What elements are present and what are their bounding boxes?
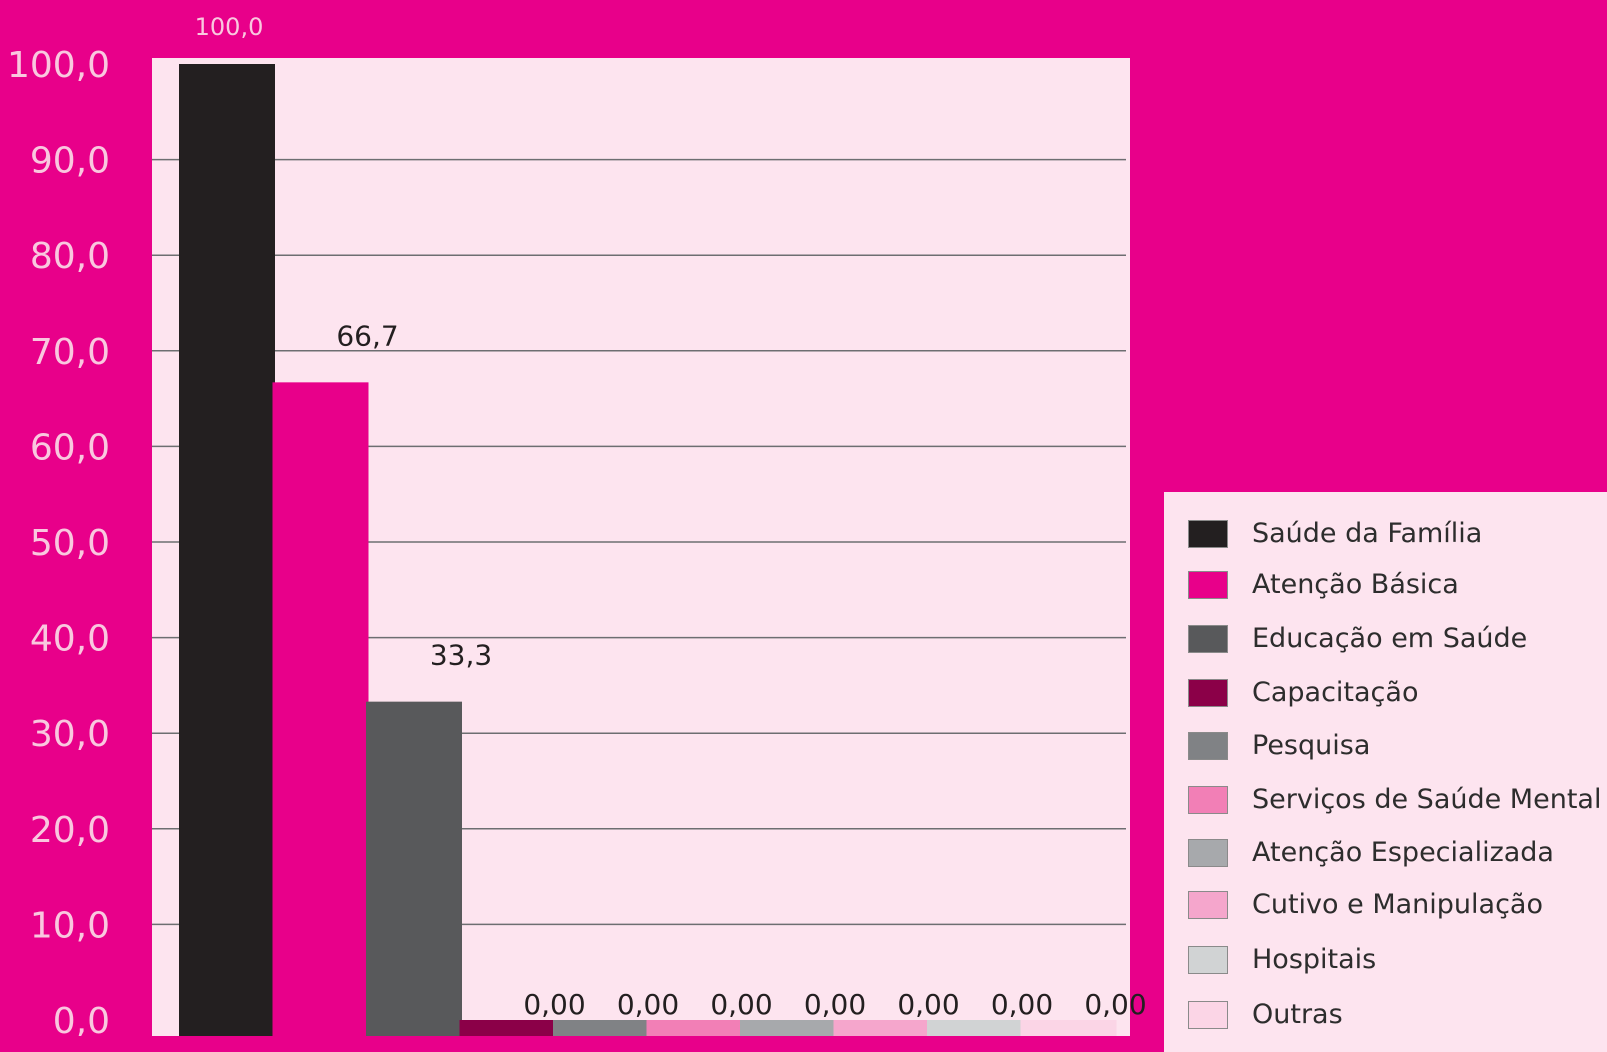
legend: Saúde da Família Atenção Básica Educação e… — [1164, 492, 1607, 1052]
value-label-7: 0,00 — [804, 988, 866, 1021]
legend-label: Atenção Especializada — [1252, 837, 1554, 868]
value-label-5: 0,00 — [617, 988, 679, 1021]
bar-3 — [366, 701, 462, 1040]
legend-swatch — [1188, 571, 1228, 599]
legend-label: Educação em Saúde — [1252, 623, 1528, 654]
bar-6 — [646, 1020, 743, 1040]
value-label-3: 33,3 — [430, 639, 492, 672]
legend-swatch — [1188, 520, 1228, 548]
legend-label: Atenção Básica — [1252, 569, 1459, 600]
value-label-1: 100,0 — [195, 13, 264, 41]
data-labels: 100,0 66,7 33,3 0,00 0,00 0,00 0,00 0,00 0,00 0,0… — [195, 13, 1147, 1021]
legend-label: Serviços de Saúde Mental — [1252, 784, 1602, 815]
bars — [179, 64, 1117, 1040]
legend-label: Pesquisa — [1252, 730, 1371, 761]
value-label-4: 0,00 — [523, 988, 585, 1021]
bar-2 — [272, 382, 369, 1040]
y-tick-label: 70,0 — [30, 332, 110, 373]
legend-item: Hospitais — [1188, 940, 1607, 980]
legend-label: Outras — [1252, 999, 1343, 1030]
bar-10 — [1020, 1020, 1117, 1040]
legend-label: Cutivo e Manipulação — [1252, 889, 1543, 920]
legend-label: Capacitação — [1252, 677, 1419, 708]
legend-label: Hospitais — [1252, 944, 1377, 975]
legend-swatch — [1188, 891, 1228, 919]
legend-swatch — [1188, 946, 1228, 974]
legend-item: Atenção Básica — [1188, 565, 1607, 605]
y-tick-label: 80,0 — [30, 236, 110, 277]
y-tick-label: 10,0 — [30, 905, 110, 946]
legend-swatch — [1188, 786, 1228, 814]
y-tick-label: 20,0 — [30, 810, 110, 851]
value-label-6: 0,00 — [710, 988, 772, 1021]
value-label-2: 66,7 — [336, 319, 398, 352]
legend-swatch — [1188, 839, 1228, 867]
bar-7 — [740, 1020, 836, 1040]
value-label-8: 0,00 — [897, 988, 959, 1021]
legend-label: Saúde da Família — [1252, 518, 1483, 549]
legend-swatch — [1188, 625, 1228, 653]
bar-4 — [459, 1020, 556, 1040]
bar-9 — [927, 1020, 1023, 1040]
y-tick-label: 30,0 — [30, 714, 110, 755]
bar-8 — [833, 1020, 930, 1040]
legend-swatch — [1188, 732, 1228, 760]
y-tick-label: 0,0 — [53, 1001, 110, 1036]
y-tick-label: 60,0 — [30, 427, 110, 468]
legend-item: Atenção Especializada — [1188, 833, 1607, 873]
bar-5 — [553, 1020, 649, 1040]
legend-item: Pesquisa — [1188, 726, 1607, 766]
y-tick-label: 40,0 — [30, 619, 110, 660]
legend-swatch — [1188, 679, 1228, 707]
legend-item: Cutivo e Manipulação — [1188, 885, 1607, 925]
bar-1 — [179, 64, 275, 1040]
legend-item: Saúde da Família — [1188, 514, 1607, 554]
legend-item: Serviços de Saúde Mental — [1188, 780, 1607, 820]
y-tick-label: 100,0 — [7, 45, 110, 86]
value-label-10: 0,00 — [1084, 988, 1146, 1021]
value-label-9: 0,00 — [991, 988, 1053, 1021]
y-axis-ticks: 0,0 10,0 20,0 30,0 40,0 50,0 60,0 70,0 80,0 90,0 1… — [7, 45, 110, 1042]
y-tick-label: 50,0 — [30, 523, 110, 564]
y-tick-label: 90,0 — [30, 141, 110, 182]
legend-item: Educação em Saúde — [1188, 619, 1607, 659]
legend-swatch — [1188, 1001, 1228, 1029]
legend-item: Capacitação — [1188, 673, 1607, 713]
legend-item: Outras — [1188, 995, 1607, 1035]
